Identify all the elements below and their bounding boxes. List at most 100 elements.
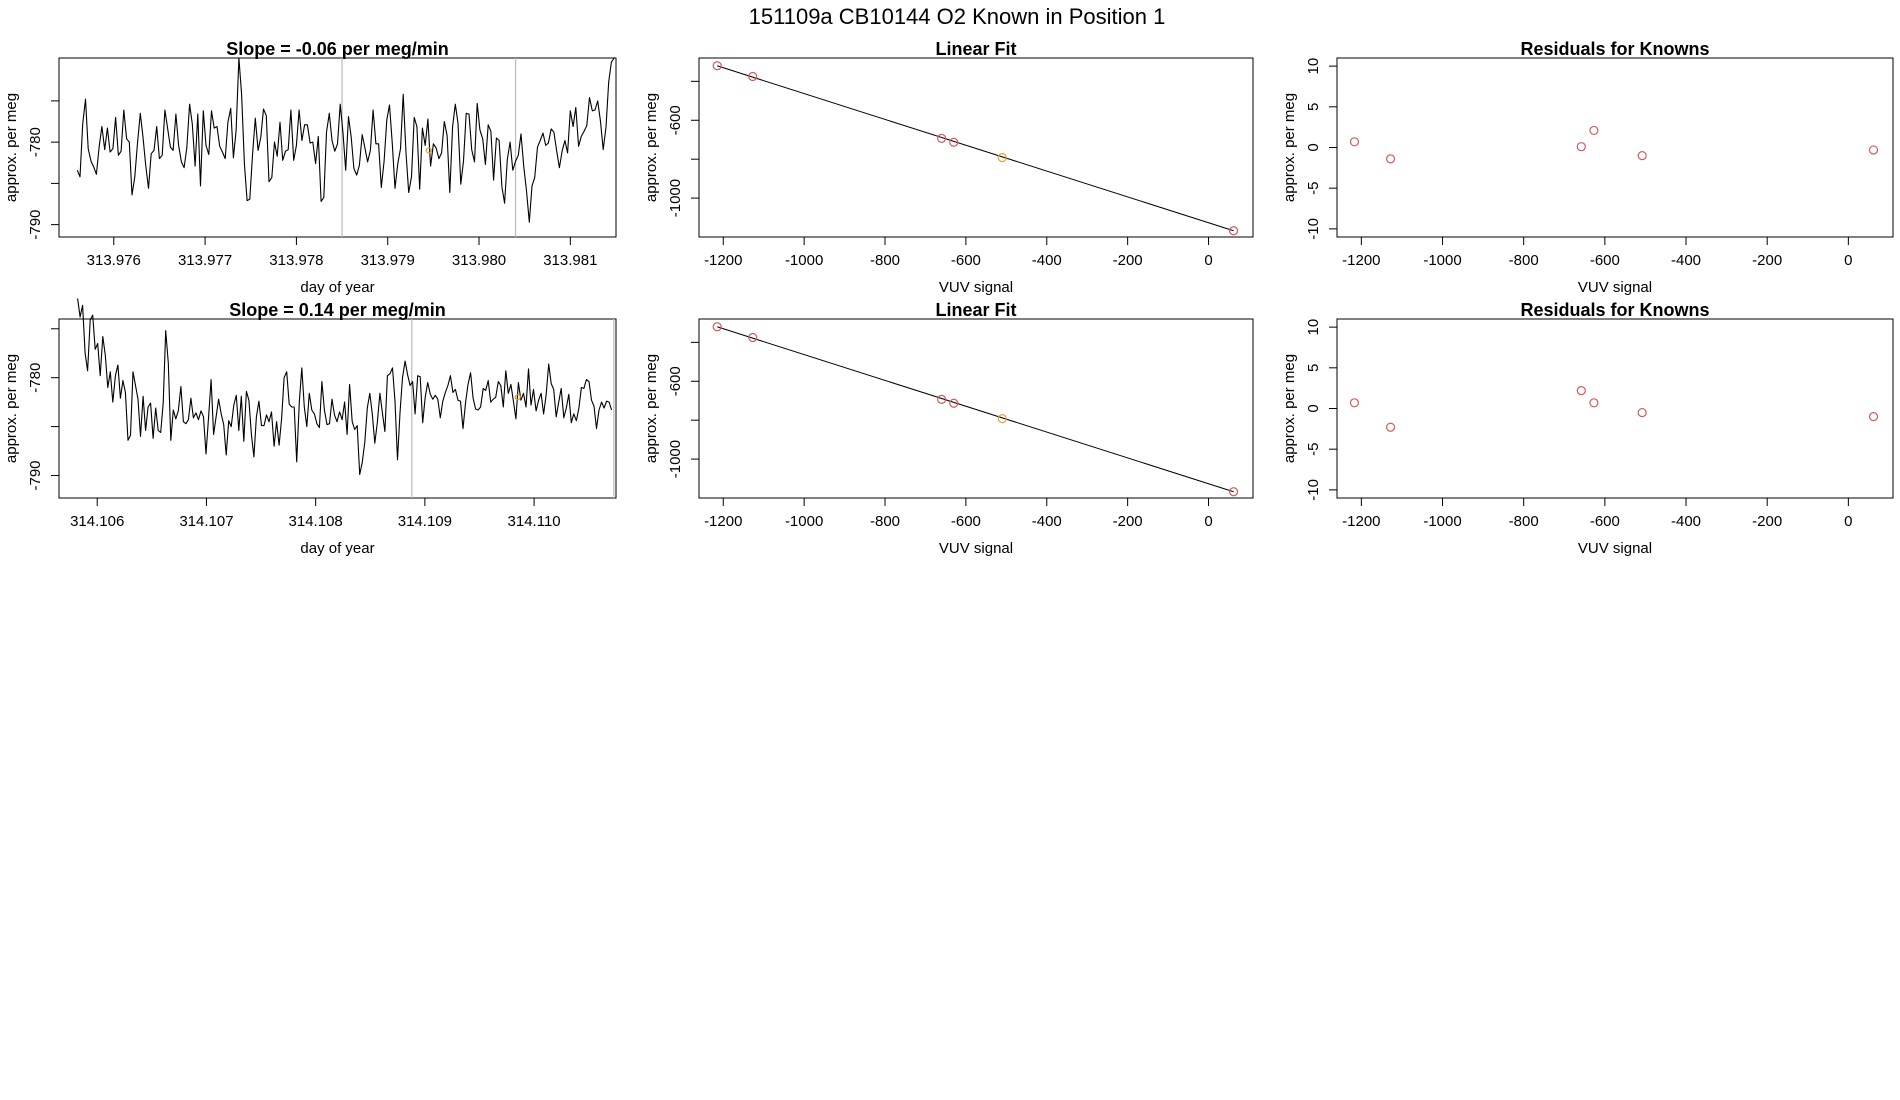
chart-title: Residuals for Knowns xyxy=(1520,39,1709,59)
y-tick-label: -10 xyxy=(1305,479,1322,501)
x-tick-label: -1000 xyxy=(1423,252,1461,269)
chart-title: Linear Fit xyxy=(935,39,1016,59)
x-tick-label: -200 xyxy=(1113,513,1143,530)
x-tick-label: -200 xyxy=(1752,252,1782,269)
data-point xyxy=(1228,226,1239,236)
y-tick-label: -780 xyxy=(27,363,44,393)
x-tick-label: 313.981 xyxy=(543,252,597,269)
y-tick-label: -1000 xyxy=(667,440,684,478)
data-point xyxy=(1637,407,1647,418)
x-tick-label: -600 xyxy=(951,513,981,530)
plot-frame xyxy=(58,318,617,499)
y-tick-label: 10 xyxy=(1305,58,1322,75)
x-tick-label: 313.976 xyxy=(87,252,141,269)
y-tick-label: -1000 xyxy=(667,179,684,217)
data-point xyxy=(1385,154,1396,164)
x-axis-label: VUV signal xyxy=(939,279,1013,296)
x-tick-label: 0 xyxy=(1844,513,1852,530)
y-tick-label: -5 xyxy=(1305,443,1322,456)
plot-frame xyxy=(698,57,1254,238)
chart-title: Linear Fit xyxy=(935,300,1016,320)
x-tick-label: 314.110 xyxy=(508,513,561,530)
x-tick-label: 314.106 xyxy=(70,513,124,530)
highlight-point xyxy=(514,394,521,401)
data-point xyxy=(1589,125,1599,136)
y-tick-label: 0 xyxy=(1305,404,1322,412)
x-tick-label: -1200 xyxy=(704,252,742,269)
panel-res1: Residuals for Knowns VUV signal approx. pe… xyxy=(1281,39,1894,296)
x-tick-label: 313.977 xyxy=(178,252,232,269)
chart-title: Residuals for Knowns xyxy=(1520,300,1709,320)
y-tick-label: -5 xyxy=(1305,182,1322,195)
y-axis-label: approx. per meg xyxy=(643,93,660,202)
data-point xyxy=(937,133,947,143)
x-axis-label: VUV signal xyxy=(1578,279,1652,296)
y-tick-label: -780 xyxy=(27,127,44,157)
data-point xyxy=(949,137,959,147)
data-point xyxy=(937,394,947,404)
x-tick-label: -1200 xyxy=(704,513,742,530)
x-tick-label: 314.108 xyxy=(289,513,343,530)
x-tick-label: -1000 xyxy=(1423,513,1461,530)
data-point xyxy=(1349,137,1360,147)
fit-line xyxy=(717,65,1234,232)
y-axis-label: approx. per meg xyxy=(643,354,660,463)
x-tick-label: 313.978 xyxy=(269,252,323,269)
data-point xyxy=(1349,398,1360,408)
x-tick-label: -800 xyxy=(1509,513,1539,530)
data-point xyxy=(949,398,959,408)
y-axis-label: approx. per meg xyxy=(1281,354,1298,463)
x-tick-label: -800 xyxy=(870,513,900,530)
series-line xyxy=(77,298,613,476)
x-axis-label: VUV signal xyxy=(939,540,1013,557)
x-tick-label: -600 xyxy=(1590,513,1620,530)
y-tick-label: -600 xyxy=(667,105,684,135)
data-point xyxy=(1385,422,1396,432)
x-tick-label: 314.107 xyxy=(179,513,233,530)
data-point xyxy=(1637,151,1647,161)
y-tick-label: 0 xyxy=(1305,143,1322,151)
x-tick-label: -1200 xyxy=(1342,252,1380,269)
data-point xyxy=(748,71,758,82)
data-point xyxy=(1868,145,1879,155)
y-tick-label: 5 xyxy=(1305,364,1322,372)
y-axis-label: approx. per meg xyxy=(3,354,20,463)
x-tick-label: -400 xyxy=(1032,252,1062,269)
highlight-point xyxy=(425,147,432,154)
y-tick-label: 5 xyxy=(1305,103,1322,111)
data-point xyxy=(712,322,722,332)
data-point xyxy=(1576,386,1586,396)
series-line xyxy=(76,57,615,223)
data-point xyxy=(712,61,722,71)
y-axis-label: approx. per meg xyxy=(3,93,20,202)
x-axis-label: day of year xyxy=(300,279,374,296)
data-point xyxy=(1228,487,1239,497)
panel-ts1: Slope = -0.06 per meg/min day of year appr… xyxy=(3,39,617,296)
highlight-point xyxy=(997,414,1007,424)
y-tick-label: -600 xyxy=(667,366,684,396)
panel-res2: Residuals for Knowns VUV signal approx. pe… xyxy=(1281,300,1894,557)
data-point xyxy=(1868,412,1879,422)
x-axis-label: VUV signal xyxy=(1578,540,1652,557)
chart-title: Slope = -0.06 per meg/min xyxy=(226,39,449,59)
plot-frame xyxy=(58,57,617,238)
panel-fit1: Linear Fit VUV signal approx. per meg -1200… xyxy=(643,39,1254,296)
x-tick-label: 0 xyxy=(1204,513,1212,530)
x-tick-label: 313.980 xyxy=(452,252,506,269)
y-tick-label: -10 xyxy=(1305,218,1322,240)
x-tick-label: 313.979 xyxy=(361,252,415,269)
y-axis-label: approx. per meg xyxy=(1281,93,1298,202)
plot-frame xyxy=(1336,57,1894,238)
x-tick-label: 0 xyxy=(1844,252,1852,269)
data-point xyxy=(1576,142,1586,152)
y-tick-label: -790 xyxy=(27,460,44,490)
x-tick-label: -600 xyxy=(1590,252,1620,269)
chart-title: Slope = 0.14 per meg/min xyxy=(229,300,446,320)
x-tick-label: 0 xyxy=(1204,252,1212,269)
y-tick-label: -790 xyxy=(27,210,44,240)
data-point xyxy=(748,332,758,343)
x-tick-label: -400 xyxy=(1032,513,1062,530)
x-tick-label: -1200 xyxy=(1342,513,1380,530)
x-tick-label: -1000 xyxy=(785,252,823,269)
